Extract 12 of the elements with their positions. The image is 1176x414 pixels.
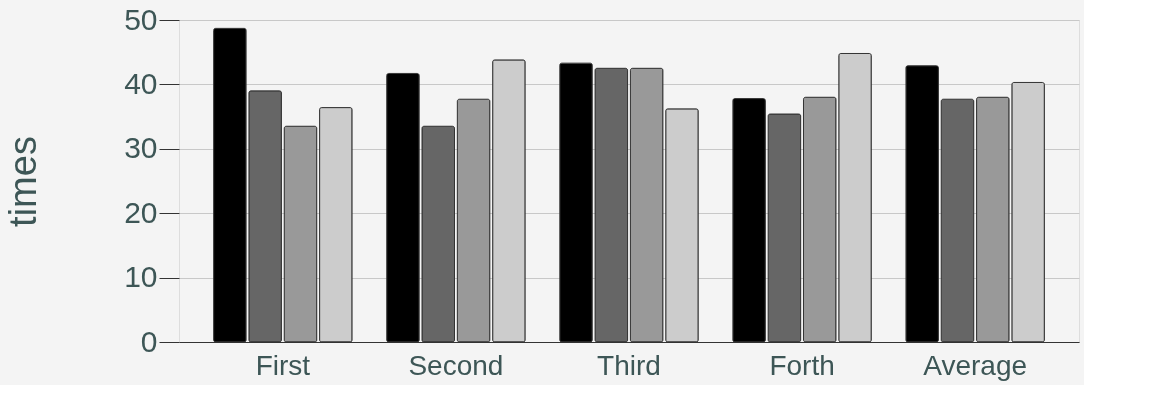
y-axis-title: times bbox=[2, 136, 45, 227]
y-tick-label: 30 bbox=[124, 131, 158, 165]
y-tick-label: 40 bbox=[124, 66, 158, 100]
x-tick-label: Average bbox=[923, 349, 1028, 381]
x-tick-label: Second bbox=[408, 349, 504, 381]
x-tick-label: Forth bbox=[769, 349, 835, 381]
y-tick-label: 20 bbox=[124, 195, 158, 229]
y-tick-label: 10 bbox=[124, 260, 158, 294]
y-tick-label: 0 bbox=[140, 324, 158, 358]
x-tick-label: First bbox=[255, 349, 311, 381]
y-tick-label: 50 bbox=[124, 2, 158, 36]
x-tick-label: Third bbox=[597, 349, 661, 381]
